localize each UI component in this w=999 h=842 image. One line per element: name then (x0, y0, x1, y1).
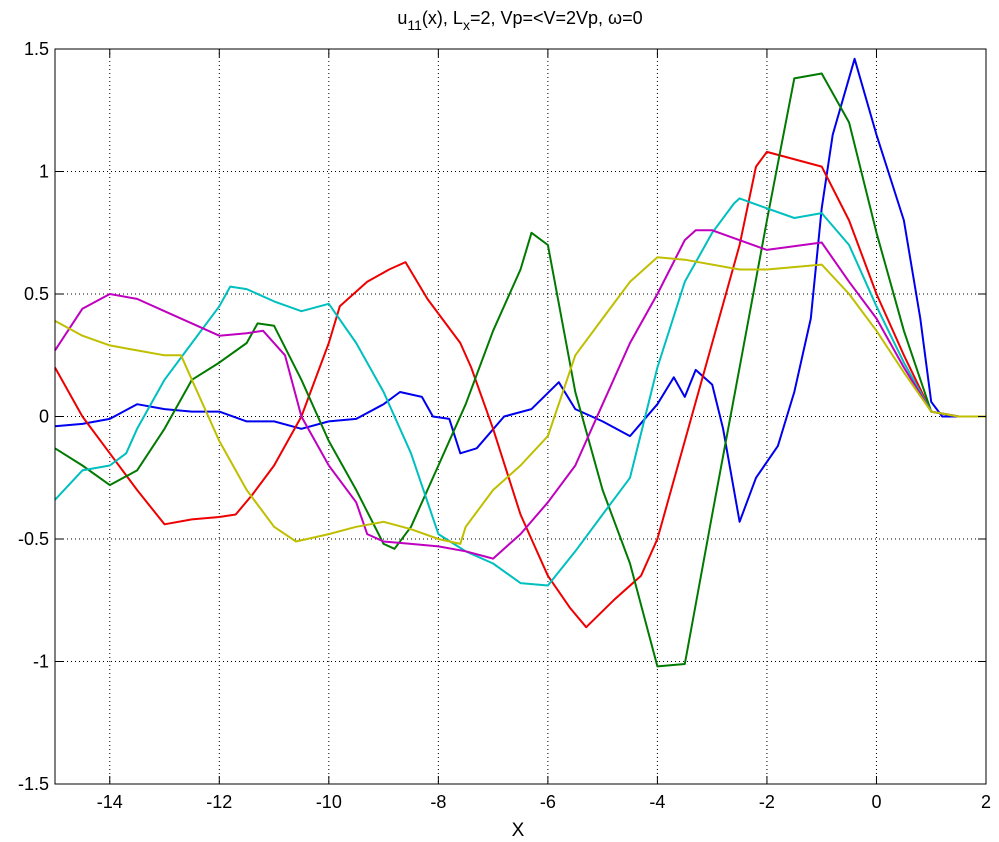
x-tick-labels: -14 -12 -10 -8 -6 -4 -2 0 2 (97, 792, 991, 812)
axis-ticks (55, 48, 987, 785)
y-tick-label: 1.5 (24, 39, 49, 59)
y-tick-labels: -1.5 -1 -0.5 0 0.5 1 1.5 (18, 39, 49, 794)
chart-title: u11(x), Lx=2, Vp=<V=2Vp, ω=0 (397, 8, 642, 33)
y-tick-label: -0.5 (18, 529, 49, 549)
x-tick-label: -12 (206, 792, 232, 812)
x-tick-label: -4 (649, 792, 665, 812)
y-tick-label: 0.5 (24, 284, 49, 304)
grid-lines (55, 49, 986, 784)
x-tick-label: -6 (540, 792, 556, 812)
y-tick-label: 0 (39, 407, 49, 427)
series-lines (54, 57, 986, 668)
series-line-4 (54, 197, 986, 587)
series-line-1 (54, 57, 986, 523)
x-tick-label: 0 (871, 792, 881, 812)
x-tick-label: 2 (981, 792, 991, 812)
y-tick-label: 1 (39, 162, 49, 182)
y-tick-label: -1.5 (18, 774, 49, 794)
series-line-3 (54, 72, 986, 668)
x-tick-label: -2 (759, 792, 775, 812)
series-line-5 (54, 229, 986, 560)
x-axis-label: X (512, 820, 525, 841)
plot-background (55, 49, 986, 784)
series-line-6 (54, 256, 986, 545)
y-tick-label: -1 (33, 652, 49, 672)
series-line-2 (54, 150, 986, 629)
x-tick-label: -14 (97, 792, 123, 812)
x-tick-label: -8 (430, 792, 446, 812)
x-tick-label: -10 (316, 792, 342, 812)
